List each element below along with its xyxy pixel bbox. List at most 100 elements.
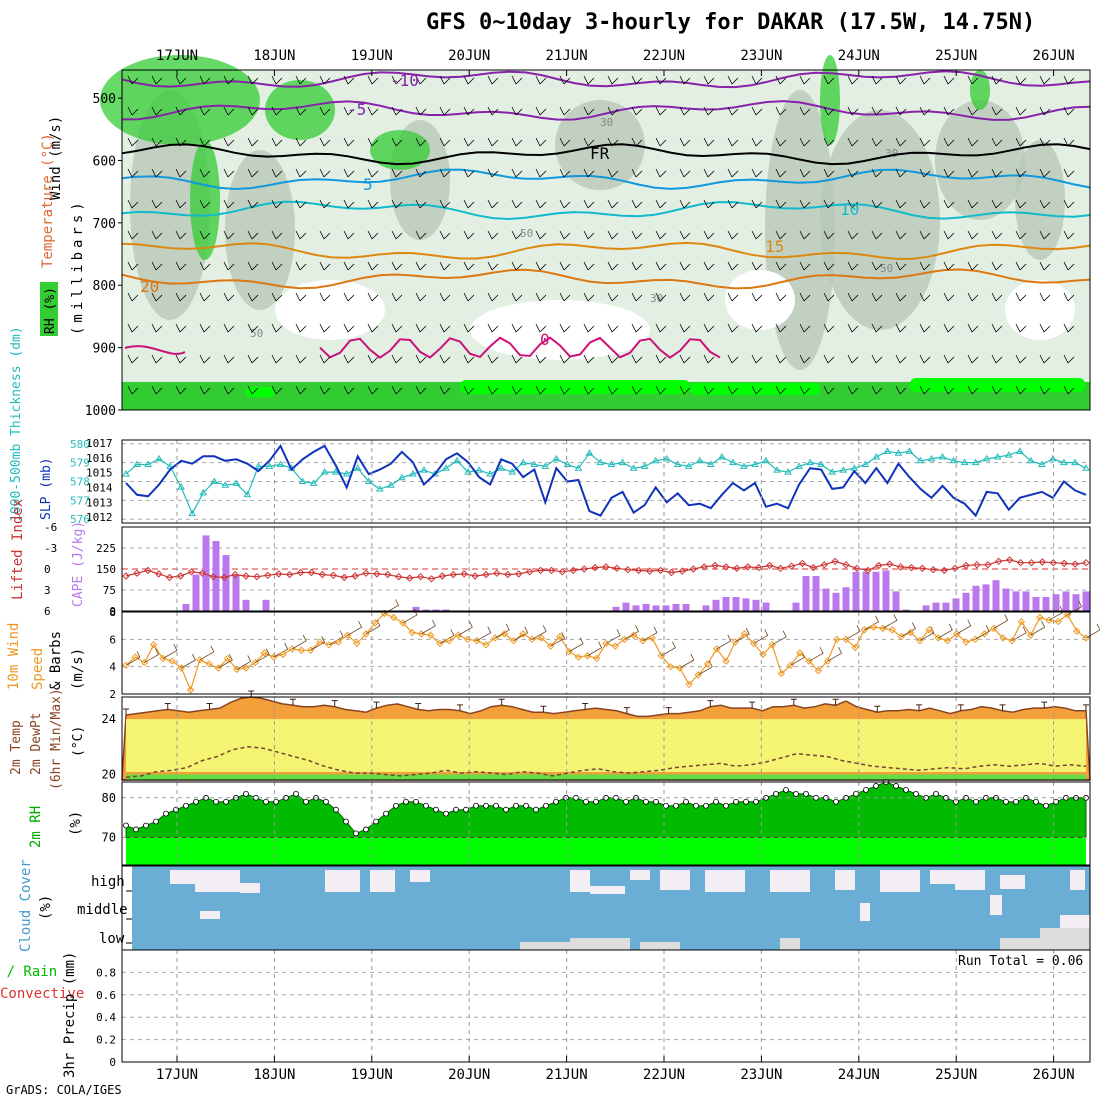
- thickness-point: [1037, 460, 1046, 468]
- upper-wind-barb: [511, 168, 523, 178]
- isotherm-line: [121, 200, 1091, 221]
- upper-wind-barb: [679, 292, 691, 302]
- cape-bar: [962, 592, 970, 611]
- cloud-clear-patch: [200, 911, 220, 919]
- surface-wind-barb: [162, 644, 178, 659]
- p3-ytick-right: 150: [96, 563, 116, 576]
- upper-wind-barb: [847, 261, 859, 271]
- upper-wind-barb: [823, 385, 835, 395]
- cloud-clear-patch: [370, 870, 395, 892]
- rh-moist-region-6: [935, 100, 1025, 220]
- upper-wind-barb: [847, 168, 859, 178]
- upper-wind-barb: [655, 137, 667, 147]
- upper-wind-barb: [631, 292, 643, 302]
- li-point: [427, 575, 436, 583]
- thickness-point: [894, 449, 903, 456]
- cloud-clear-patch: [955, 870, 985, 890]
- cloud-low-patch: [1040, 928, 1090, 950]
- upper-wind-barb: [919, 292, 931, 302]
- li-point: [995, 557, 1003, 566]
- p3-ytick-left: 0: [44, 563, 51, 576]
- upper-wind-barb: [415, 137, 427, 147]
- thickness-point: [541, 462, 550, 469]
- p6-ytick: 80: [102, 791, 116, 805]
- rh2m-point: [403, 798, 409, 805]
- wind-speed-point: [371, 619, 379, 627]
- upper-wind-barb: [631, 261, 643, 271]
- upper-wind-barb: [655, 292, 667, 302]
- cloud-clear-patch: [590, 886, 625, 894]
- rh2m-point: [783, 787, 789, 793]
- upper-wind-barb: [343, 75, 355, 85]
- li-point: [547, 566, 556, 575]
- rh2m-point: [513, 802, 519, 809]
- rh2m-point: [1053, 798, 1059, 805]
- rh2m-point: [523, 802, 529, 809]
- upper-wind-barb: [439, 137, 451, 147]
- upper-wind-barb: [607, 323, 619, 333]
- p3-ylabel-right: CAPE (J/kg): [71, 521, 86, 607]
- upper-wind-barb: [319, 230, 331, 240]
- surface-wind-barb: [1011, 626, 1027, 642]
- thickness-point: [155, 454, 163, 462]
- upper-wind-barb: [463, 323, 475, 333]
- day-label-bottom: 24JUN: [838, 1067, 880, 1083]
- cape-bar: [702, 605, 710, 611]
- li-point: [918, 564, 927, 573]
- upper-wind-barb: [703, 106, 715, 116]
- li-point: [656, 566, 665, 575]
- p8-ytick: 0.6: [96, 989, 116, 1002]
- upper-wind-barb: [223, 323, 235, 333]
- temp-minmax-bar: [540, 705, 547, 713]
- upper-wind-barb: [439, 230, 451, 240]
- li-point: [373, 570, 381, 578]
- thickness-point: [596, 458, 605, 466]
- rh2m-point: [913, 790, 919, 797]
- upper-wind-barb: [319, 199, 331, 209]
- upper-wind-barb: [919, 168, 931, 178]
- upper-wind-barb: [919, 106, 931, 116]
- upper-wind-barb: [967, 292, 979, 302]
- p1-ylabel-wind: Wind (m/s): [48, 116, 64, 200]
- upper-wind-barb: [631, 230, 643, 240]
- li-point: [602, 563, 610, 571]
- li-point: [1071, 560, 1079, 568]
- upper-wind-barb: [967, 385, 979, 395]
- upper-wind-barb: [487, 106, 499, 116]
- upper-wind-barb: [367, 137, 379, 147]
- rh-humid-region-3: [370, 130, 430, 170]
- wind-speed-point: [906, 628, 915, 637]
- thickness-point: [464, 468, 472, 475]
- cape-bar: [182, 604, 190, 611]
- p8-ytick: 0.8: [96, 966, 116, 979]
- thickness-point: [331, 468, 340, 475]
- rh2m-point: [143, 822, 149, 829]
- upper-wind-barb: [871, 354, 883, 364]
- li-point: [1016, 558, 1025, 567]
- upper-wind-barb: [727, 292, 739, 302]
- upper-wind-barb: [439, 168, 451, 178]
- cape-bar: [622, 602, 630, 611]
- cloud-clear-patch: [195, 870, 240, 892]
- thickness-point: [640, 462, 649, 469]
- upper-wind-barb: [607, 261, 619, 271]
- rh2m-point: [173, 806, 179, 813]
- upper-wind-barb: [127, 230, 139, 240]
- cloud-clear-patch: [705, 870, 745, 892]
- thickness-point: [442, 464, 450, 471]
- upper-wind-barb: [247, 261, 259, 271]
- upper-wind-barb: [607, 292, 619, 302]
- upper-wind-barb: [199, 230, 211, 240]
- thickness-point: [397, 473, 406, 481]
- upper-wind-barb: [343, 323, 355, 333]
- p2-ytick-left: 576: [70, 513, 90, 526]
- p6-ylabel-2: (%): [68, 811, 84, 836]
- rh2m-point: [1043, 802, 1049, 809]
- upper-wind-barb: [655, 230, 667, 240]
- panel-frame-p3: [121, 526, 1091, 612]
- rh2m-point: [873, 783, 879, 789]
- upper-wind-barb: [391, 323, 403, 333]
- surface-wind-barb: [827, 647, 843, 662]
- upper-wind-barb: [415, 75, 427, 85]
- upper-wind-barb: [391, 137, 403, 147]
